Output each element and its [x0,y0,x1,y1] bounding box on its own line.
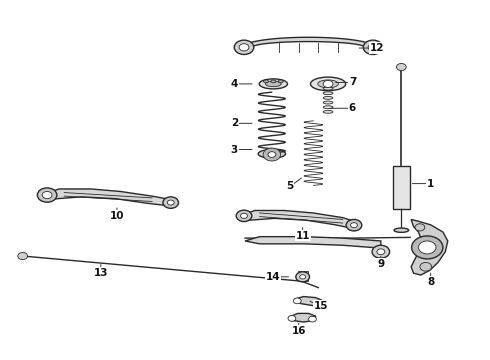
Text: 3: 3 [231,144,238,154]
Circle shape [415,224,425,231]
Polygon shape [42,189,172,206]
Polygon shape [295,297,323,306]
Ellipse shape [394,228,409,232]
Text: 9: 9 [377,259,384,269]
Circle shape [37,188,57,202]
Text: 15: 15 [314,301,328,311]
Circle shape [309,316,317,322]
Circle shape [323,80,333,87]
Circle shape [346,220,362,231]
Text: 16: 16 [292,325,306,336]
Circle shape [18,252,27,260]
Polygon shape [243,37,374,47]
Ellipse shape [266,81,281,87]
Text: 8: 8 [427,277,434,287]
FancyBboxPatch shape [298,271,308,281]
Ellipse shape [271,80,276,83]
Ellipse shape [323,96,333,99]
Text: 1: 1 [427,179,434,189]
Polygon shape [289,314,316,322]
Ellipse shape [278,80,283,83]
Circle shape [296,272,310,282]
Ellipse shape [264,80,269,83]
Text: 12: 12 [369,43,384,53]
Circle shape [42,192,52,199]
Ellipse shape [323,111,333,113]
Circle shape [163,197,178,208]
Circle shape [420,262,432,271]
Ellipse shape [259,79,288,89]
Circle shape [377,249,385,255]
Circle shape [294,298,301,304]
Text: 2: 2 [231,118,238,128]
Circle shape [239,44,249,51]
Ellipse shape [258,149,286,158]
Circle shape [368,44,378,51]
Circle shape [234,40,254,54]
Circle shape [418,241,436,254]
Text: 10: 10 [110,211,124,221]
Ellipse shape [323,106,333,109]
Text: 11: 11 [295,231,310,240]
Ellipse shape [323,101,333,104]
Text: 14: 14 [266,272,281,282]
Ellipse shape [318,80,338,88]
Circle shape [372,245,390,258]
Ellipse shape [323,92,333,95]
Text: 5: 5 [286,181,294,192]
Circle shape [412,236,443,259]
Text: 7: 7 [349,77,356,87]
Circle shape [167,200,174,205]
Polygon shape [245,237,381,248]
Circle shape [263,148,281,161]
Polygon shape [240,211,357,228]
Circle shape [396,63,406,71]
Circle shape [300,275,306,279]
Circle shape [241,213,247,219]
FancyBboxPatch shape [392,166,410,209]
Circle shape [236,210,252,222]
Text: 4: 4 [231,79,238,89]
Circle shape [288,316,296,321]
Ellipse shape [323,87,333,90]
Polygon shape [411,220,448,275]
Circle shape [363,40,383,54]
Circle shape [350,223,357,228]
Ellipse shape [311,77,345,91]
Circle shape [268,152,276,157]
Text: 13: 13 [94,267,108,278]
Text: 6: 6 [349,103,356,113]
Circle shape [316,300,324,306]
